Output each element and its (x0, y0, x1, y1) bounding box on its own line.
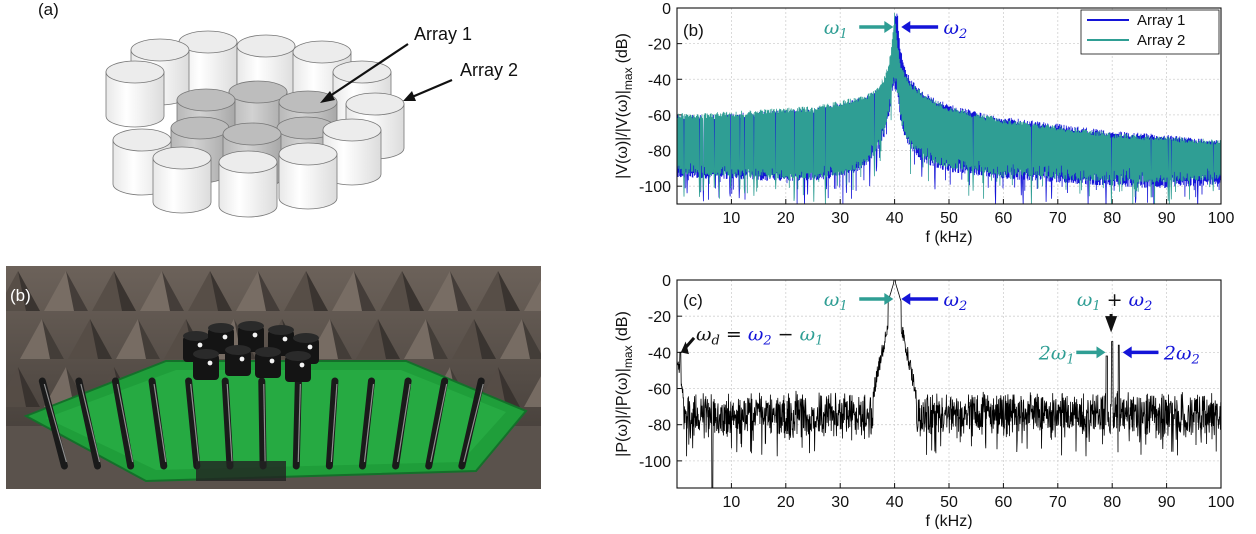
b-xtick-label: 50 (940, 210, 958, 227)
chart-b: 10 20 30 40 50 60 70 80 90 100 0 -20 -40 -60 -80 -100 |V… (590, 0, 1256, 258)
b-ytick-label: -80 (648, 144, 671, 161)
c-plot-area (677, 280, 1221, 488)
transducer-array (183, 321, 319, 382)
photo-label: (b) (10, 286, 31, 305)
b-xtick-label: 90 (1158, 210, 1176, 227)
b-xtick-label: 40 (886, 210, 904, 227)
b-frame (676, 7, 1222, 205)
chart-c: 10 20 30 40 50 60 70 80 90 100 0 -20 -40 -60 -80 -100 |P… (590, 268, 1256, 530)
array2-transducer-4 (105, 60, 165, 128)
array1-arrow (329, 43, 409, 97)
b-xtick-label: 70 (1049, 210, 1067, 227)
c-ytick-label: -80 (648, 418, 671, 435)
b-ytick-label: -100 (639, 179, 671, 196)
b-panel-label: (b) (683, 21, 704, 40)
b-legend-label-1: Array 1 (1137, 12, 1185, 29)
array2-transducer-1 (178, 30, 238, 98)
transducer-head-2 (238, 321, 264, 352)
c-ytick-label: -100 (639, 454, 671, 471)
c-xtick-label: 40 (886, 494, 904, 511)
array1-label: Array 1 (414, 24, 472, 44)
c-2omega2-arrow-head (1122, 346, 1132, 359)
pin-rows (38, 377, 485, 470)
c-ytick-label: -40 (648, 345, 671, 362)
c-ytick-label: -20 (648, 309, 671, 326)
panel-photo: (b) (6, 266, 541, 489)
chart-b-svg: 10 20 30 40 50 60 70 80 90 100 0 -20 -40 -60 -80 -100|V… (614, 1, 1235, 246)
b-xtick-label: 10 (723, 210, 741, 227)
transducer-head-5 (193, 349, 219, 380)
c-xtick-label: 30 (831, 494, 849, 511)
c-xtick-label: 60 (995, 494, 1013, 511)
transducer-head-7 (255, 347, 281, 378)
array2-transducer-11 (322, 118, 382, 186)
b-plot-area (677, 13, 1221, 204)
b-ytick-label: 0 (662, 1, 671, 18)
c-omega-d-label: ωd = ω2 − ω1 (696, 323, 823, 348)
c-xlabel: f (kHz) (925, 513, 972, 529)
c-omega2-label: ω2 (944, 289, 968, 314)
transducer-head-8 (285, 351, 311, 382)
c-series-1 (677, 280, 1221, 488)
c-xtick-label: 10 (723, 494, 741, 511)
c-xtick-label: 20 (777, 494, 795, 511)
b-ytick-label: -20 (648, 37, 671, 54)
b-ytick-label: -40 (648, 72, 671, 89)
b-ylabel: |V(ω)|/|V(ω)|max(dB) (614, 33, 635, 179)
c-sum-label: ω1 + ω2 (1077, 289, 1153, 314)
b-xlabel: f (kHz) (925, 229, 972, 246)
array1-arrowhead (320, 91, 335, 103)
b-xtick-label: 30 (831, 210, 849, 227)
setup-photo (6, 266, 541, 489)
array-schematic: Array 1 Array 2 (105, 24, 518, 218)
b-legend-box (1080, 9, 1220, 55)
array2-transducer-8 (152, 146, 212, 214)
c-2omega1-label: 2ω1 (1038, 342, 1075, 367)
c-xtick-label: 80 (1103, 494, 1121, 511)
b-omega1-label: ω1 (824, 17, 848, 42)
b-omega2-arrow-head (901, 21, 911, 33)
c-panel-label: (c) (683, 291, 703, 310)
c-frame (676, 279, 1222, 489)
c-grid (677, 279, 1222, 488)
svg-text:|P(ω)|/|P(ω)|max(dB): |P(ω)|/|P(ω)|max(dB) (614, 311, 635, 457)
c-omega2-arrow-head (901, 293, 911, 305)
svg-text:|V(ω)|/|V(ω)|max(dB): |V(ω)|/|V(ω)|max(dB) (614, 33, 635, 179)
c-omega-d-arrowhead (680, 341, 689, 355)
c-omega1-arrow-head (884, 293, 894, 305)
array2-transducer-9 (218, 150, 278, 218)
c-sum-arrowhead (1105, 316, 1118, 333)
array2-label: Array 2 (460, 60, 518, 80)
b-omega1-arrow-head (884, 21, 894, 33)
c-xtick-label: 50 (940, 494, 958, 511)
b-xtick-label: 100 (1208, 210, 1235, 227)
b-series-2 (677, 13, 1221, 204)
array2-arrow (411, 78, 453, 99)
c-xtick-label: 90 (1158, 494, 1176, 511)
c-2omega2-label: 2ω2 (1163, 342, 1200, 367)
chart-c-svg: 10 20 30 40 50 60 70 80 90 100 0 -20 -40 -60 -80 -100|P… (614, 273, 1235, 530)
panel-a: (a) Array 1 Array 2 (0, 0, 560, 250)
c-2omega1-arrow-head (1096, 346, 1106, 359)
transducer-head-6 (225, 345, 251, 376)
b-legend-label-2: Array 2 (1137, 32, 1185, 49)
b-ytick-label: -60 (648, 108, 671, 125)
b-legend: Array 1 Array 2 (1080, 9, 1220, 55)
c-ytick-label: 0 (662, 273, 671, 290)
array2-transducer-10 (278, 142, 338, 210)
array2-arrowhead (403, 91, 416, 101)
c-omega1-label: ω1 (824, 289, 848, 314)
b-xtick-label: 20 (777, 210, 795, 227)
c-xtick-label: 100 (1208, 494, 1235, 511)
c-ylabel: |P(ω)|/|P(ω)|max(dB) (614, 311, 635, 457)
b-xtick-label: 60 (995, 210, 1013, 227)
b-omega2-label: ω2 (944, 17, 968, 42)
c-xtick-label: 70 (1049, 494, 1067, 511)
c-ytick-label: -60 (648, 382, 671, 399)
panel-a-label: (a) (38, 0, 59, 19)
b-xtick-label: 80 (1103, 210, 1121, 227)
